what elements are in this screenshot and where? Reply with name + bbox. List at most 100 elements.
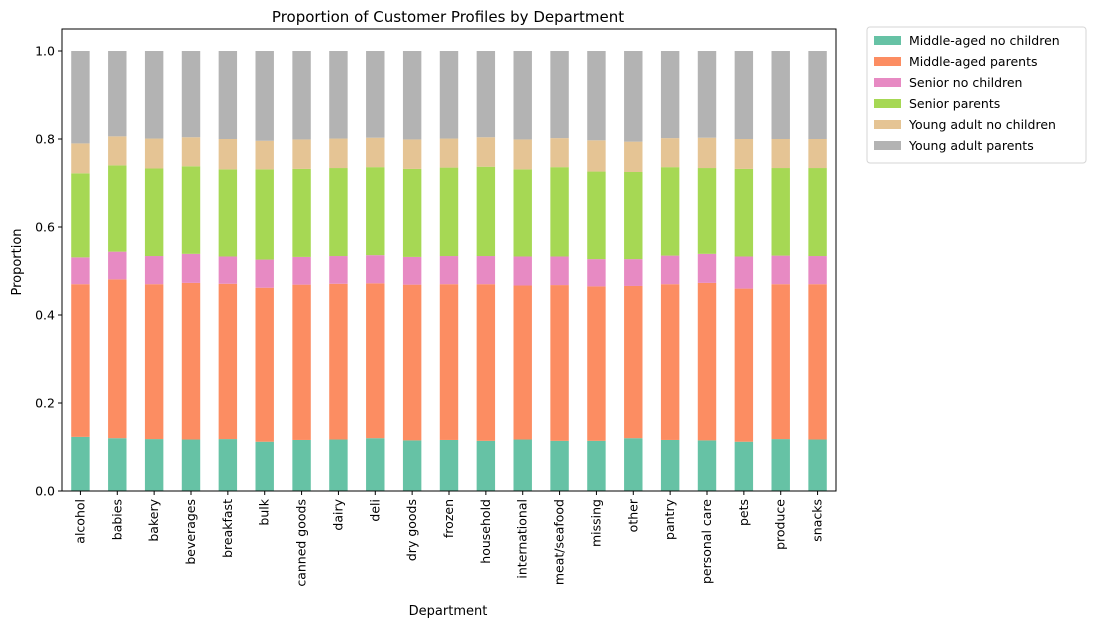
- bar-segment-5-0: [71, 51, 90, 144]
- y-tick-label: 0.6: [35, 220, 55, 235]
- bar-segment-4-18: [734, 139, 754, 169]
- bar-segment-3-12: [513, 169, 532, 257]
- legend-label: Young adult parents: [908, 138, 1034, 153]
- x-tick-label: babies: [109, 499, 124, 540]
- bar-segment-1-16: [660, 284, 680, 440]
- bar-segment-4-7: [329, 138, 348, 169]
- bar-segment-2-9: [402, 256, 422, 285]
- bar-segment-5-3: [181, 51, 201, 138]
- chart-title: Proportion of Customer Profiles by Depar…: [272, 8, 624, 26]
- bar-segment-0-13: [550, 440, 569, 491]
- bar-segment-4-10: [439, 138, 459, 168]
- legend-label: Middle-aged parents: [909, 54, 1037, 69]
- bar-segment-5-6: [292, 51, 311, 140]
- bar-segment-3-5: [255, 169, 274, 260]
- y-tick-label: 0.8: [35, 132, 55, 147]
- bar-segment-5-17: [697, 51, 717, 138]
- bar-segment-2-11: [476, 256, 496, 285]
- bar-segment-4-17: [697, 137, 717, 169]
- bar-segment-5-19: [771, 51, 790, 139]
- bar-segment-0-20: [808, 439, 827, 491]
- bar-segment-0-12: [513, 439, 532, 491]
- bar-segment-3-20: [808, 168, 827, 257]
- x-tick-label: household: [478, 499, 493, 564]
- bar-segment-3-0: [71, 173, 90, 258]
- y-tick-label: 0.4: [35, 308, 55, 323]
- bar-segment-5-1: [108, 51, 127, 137]
- bar-segment-3-9: [402, 168, 422, 257]
- x-tick-label: dry goods: [404, 499, 419, 561]
- bar-segment-1-10: [439, 284, 459, 440]
- bar-segment-3-1: [108, 165, 127, 252]
- bar-segment-0-1: [108, 438, 127, 491]
- plot-frame: [61, 28, 837, 492]
- bar-segment-2-4: [218, 256, 238, 284]
- bar-segment-1-7: [329, 283, 348, 440]
- x-tick-label: pantry: [662, 498, 677, 540]
- bar-segment-2-14: [587, 259, 606, 287]
- bar-segment-2-18: [734, 256, 754, 289]
- x-tick-label: beverages: [183, 499, 198, 565]
- bar-segment-5-11: [476, 51, 496, 138]
- bar-segment-3-19: [771, 168, 790, 256]
- bar-segment-2-10: [439, 256, 459, 285]
- bar-segment-0-7: [329, 439, 348, 491]
- bar-segment-2-3: [181, 253, 201, 283]
- bar-segment-2-12: [513, 256, 532, 286]
- bar-segment-5-5: [255, 51, 274, 141]
- x-tick-label: dairy: [330, 498, 345, 530]
- bar-segment-1-2: [144, 284, 164, 440]
- bar-segment-5-9: [402, 51, 422, 140]
- bar-segment-2-6: [292, 256, 311, 285]
- bar-segment-3-15: [624, 172, 643, 260]
- bar-segment-4-4: [218, 139, 238, 170]
- bar-segment-0-2: [144, 439, 164, 491]
- bar-segment-1-5: [255, 287, 274, 442]
- bar-segment-5-4: [218, 51, 238, 139]
- bar-segment-3-16: [660, 167, 680, 256]
- bar-segment-1-20: [808, 284, 827, 440]
- x-axis-label: Department: [409, 604, 488, 619]
- bar-segment-0-19: [771, 439, 790, 491]
- bar-segment-5-2: [144, 51, 164, 139]
- bar-segment-4-3: [181, 137, 201, 167]
- bar-segment-1-17: [697, 282, 717, 441]
- bar-segment-1-4: [218, 283, 238, 440]
- bar-segment-0-17: [697, 440, 717, 491]
- x-tick-label: missing: [588, 499, 603, 547]
- bar-segment-3-6: [292, 168, 311, 257]
- bar-segment-2-0: [71, 257, 90, 285]
- legend-label: Senior no children: [909, 75, 1022, 90]
- bar-segment-4-15: [624, 141, 643, 172]
- bar-segment-2-19: [771, 255, 790, 285]
- bar-segment-5-18: [734, 51, 754, 139]
- bar-segment-1-6: [292, 284, 311, 440]
- x-tick-label: other: [625, 498, 640, 532]
- legend-label: Senior parents: [909, 96, 1000, 111]
- legend-box: [866, 26, 1087, 164]
- x-tick-label: bulk: [257, 498, 272, 525]
- bar-segment-2-1: [108, 251, 127, 280]
- bar-segment-0-3: [181, 439, 201, 491]
- legend-swatch: [874, 141, 901, 150]
- bar-segment-4-2: [144, 138, 164, 169]
- bar-segment-3-18: [734, 168, 754, 257]
- bar-segment-5-15: [624, 51, 643, 142]
- x-tick-label: alcohol: [72, 499, 87, 544]
- bar-segment-1-15: [624, 285, 643, 439]
- bar-segment-0-18: [734, 441, 754, 491]
- x-tick-label: pets: [736, 499, 751, 526]
- bar-segment-2-20: [808, 256, 827, 285]
- bar-segment-0-15: [624, 438, 643, 491]
- bar-segment-1-9: [402, 284, 422, 441]
- bar-segment-4-12: [513, 139, 532, 170]
- bar-segment-4-11: [476, 137, 496, 167]
- legend-swatch: [874, 78, 901, 87]
- legend-swatch: [874, 120, 901, 129]
- bar-segment-0-11: [476, 440, 496, 491]
- bar-segment-3-4: [218, 169, 238, 257]
- bar-segment-1-14: [587, 286, 606, 441]
- bar-segment-5-13: [550, 51, 569, 139]
- x-tick-label: international: [515, 499, 530, 579]
- bar-segment-1-0: [71, 284, 90, 437]
